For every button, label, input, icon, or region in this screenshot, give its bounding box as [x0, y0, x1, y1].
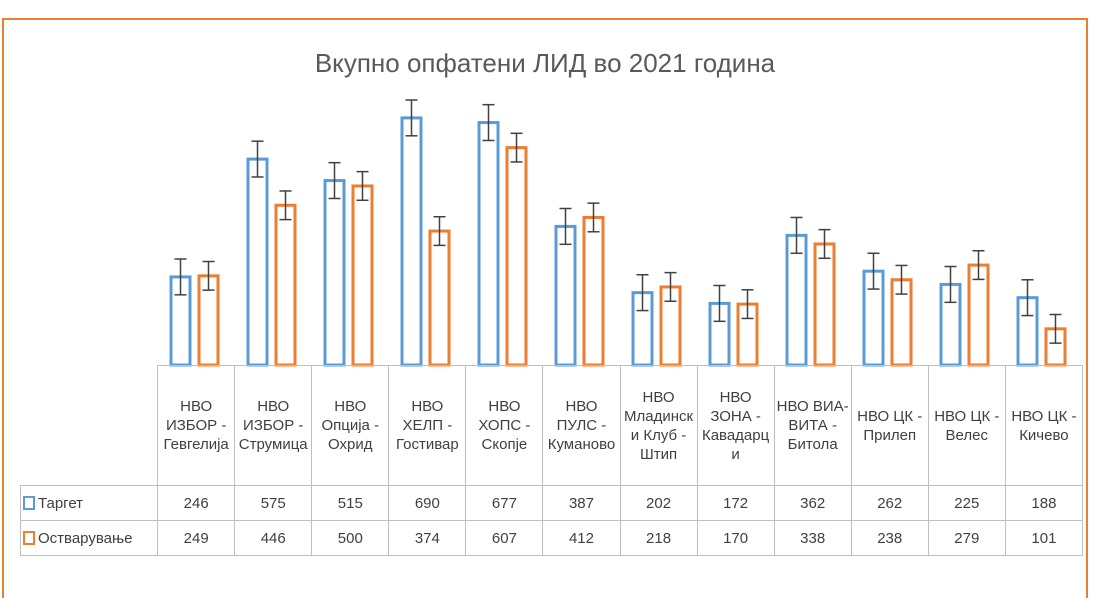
- value-cell: 575: [234, 485, 313, 521]
- error-bar: [482, 103, 495, 142]
- data-table: НВО ИЗБОР - Гевгелија НВО ИЗБОР - Струмиц…: [19, 365, 1084, 556]
- error-bar: [559, 207, 572, 246]
- error-bar: [202, 260, 215, 291]
- value-cell: 238: [850, 520, 929, 556]
- category-label: НВО ХЕЛП - Гостивар: [388, 365, 467, 486]
- error-bar: [510, 132, 523, 163]
- frame: [2, 18, 1088, 598]
- value-cell: 362: [773, 485, 852, 521]
- value-cell: 262: [850, 485, 929, 521]
- error-bar: [405, 99, 418, 137]
- category-label: НВО ВИА-ВИТА - Битола: [773, 365, 852, 486]
- bar: [505, 146, 528, 367]
- bar: [274, 203, 297, 367]
- value-cell: 188: [1004, 485, 1084, 521]
- category-label: НВО ЦК - Велес: [927, 365, 1006, 486]
- value-cell: 249: [157, 520, 236, 556]
- value-cell: 101: [1004, 520, 1084, 556]
- bar: [323, 179, 346, 367]
- value-cell: 170: [696, 520, 775, 556]
- data-row: Остварување 249 446 500 374 607 412 218 170 338 23…: [19, 520, 1084, 556]
- legend-label: Таргет: [38, 494, 84, 512]
- legend-entry: Таргет: [19, 485, 159, 521]
- error-bar: [664, 271, 677, 303]
- bar: [813, 242, 836, 367]
- legend-swatch: [23, 530, 35, 545]
- value-cell: 607: [465, 520, 544, 556]
- category-label: НВО ЦК - Прилеп: [850, 365, 929, 486]
- error-bar: [972, 250, 985, 281]
- value-cell: 690: [388, 485, 467, 521]
- category-label: НВО Опција - Охрид: [311, 365, 390, 486]
- value-cell: 218: [619, 520, 698, 556]
- legend-swatch: [23, 495, 35, 510]
- error-bar: [328, 161, 341, 200]
- value-cell: 279: [927, 520, 1006, 556]
- value-cell: 246: [157, 485, 236, 521]
- value-cell: 374: [388, 520, 467, 556]
- chart-title: Вкупно опфатени ЛИД во 2021 година: [315, 48, 776, 78]
- category-label: НВО Младински Клуб - Штип: [619, 365, 698, 486]
- bar: [785, 233, 808, 367]
- error-bar: [356, 170, 369, 202]
- data-row: Таргет 246 575 515 690 677 387 202 172 362 262 225 1…: [19, 485, 1084, 521]
- legend-entry: Остварување: [19, 520, 159, 556]
- value-cell: 387: [542, 485, 621, 521]
- error-bar: [818, 228, 831, 260]
- value-cell: 202: [619, 485, 698, 521]
- error-bar: [251, 140, 264, 178]
- error-bar: [279, 190, 292, 221]
- bar: [582, 215, 605, 367]
- bar: [428, 229, 451, 367]
- value-cell: 677: [465, 485, 544, 521]
- category-label: НВО ПУЛС - Куманово: [542, 365, 621, 486]
- header-row: НВО ИЗБОР - Гевгелија НВО ИЗБОР - Струмиц…: [20, 365, 1084, 486]
- error-bar: [944, 265, 957, 304]
- value-cell: 172: [696, 485, 775, 521]
- error-bar: [790, 216, 803, 255]
- error-bar: [587, 202, 600, 233]
- error-bar: [636, 274, 649, 312]
- bar: [351, 184, 374, 367]
- error-bar: [1049, 313, 1062, 344]
- error-bar: [1021, 279, 1034, 317]
- error-bar: [867, 252, 880, 290]
- bar: [246, 157, 269, 367]
- value-cell: 412: [542, 520, 621, 556]
- value-cell: 500: [311, 520, 390, 556]
- value-cell: 225: [927, 485, 1006, 521]
- error-bar: [741, 289, 754, 320]
- category-label: НВО ИЗБОР - Гевгелија: [157, 365, 236, 486]
- category-label: НВО ХОПС - Скопје: [465, 365, 544, 486]
- value-cell: 515: [311, 485, 390, 521]
- value-cell: 338: [773, 520, 852, 556]
- corner: [20, 365, 159, 486]
- bar: [554, 224, 577, 367]
- category-label: НВО ЗОНА - Кавадарци: [696, 365, 775, 486]
- error-bar: [713, 284, 726, 323]
- bar: [400, 116, 423, 367]
- error-bar: [433, 215, 446, 247]
- category-label: НВО ЦК - Кичево: [1004, 365, 1084, 486]
- legend-label: Остварување: [38, 529, 133, 547]
- error-bar: [174, 258, 187, 296]
- bar: [477, 121, 500, 367]
- category-label: НВО ИЗБОР - Струмица: [234, 365, 313, 486]
- error-bar: [895, 264, 908, 295]
- value-cell: 446: [234, 520, 313, 556]
